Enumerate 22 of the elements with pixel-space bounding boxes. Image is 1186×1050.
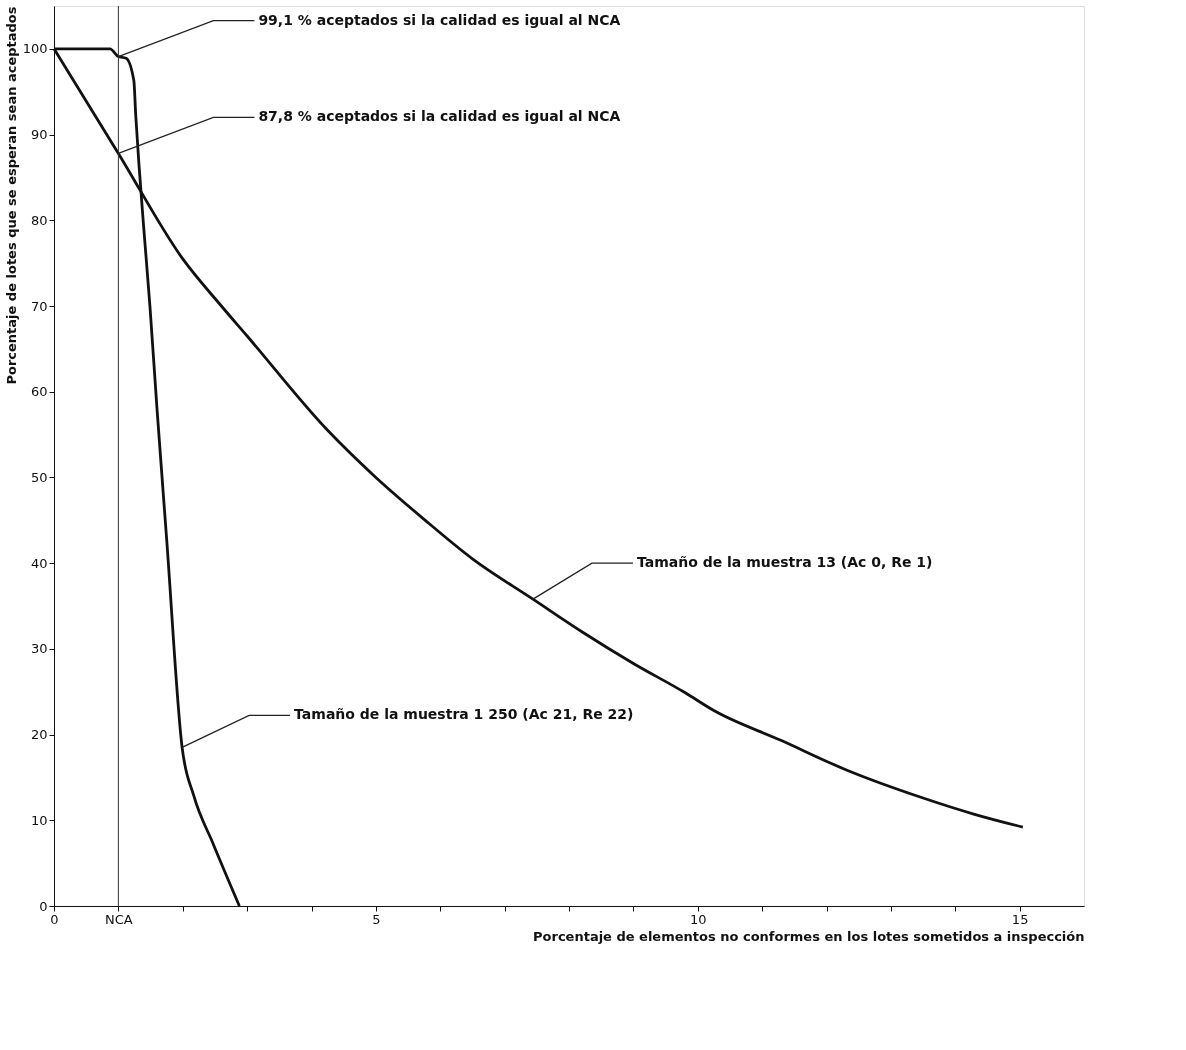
annotation: Tamaño de la muestra 1 250 (Ac 21, Re 22): [294, 706, 634, 723]
y-tick-label: 20: [30, 727, 48, 743]
x-tick-label: 0: [50, 911, 59, 927]
x-tick-label: NCA: [105, 911, 133, 927]
y-tick-label: 30: [30, 641, 48, 657]
y-tick-label: 10: [30, 812, 48, 828]
y-tick-label: 100: [22, 41, 48, 57]
y-tick-label: 70: [30, 298, 48, 314]
y-axis-title: Porcentaje de lotes que se esperan sean aceptados: [3, 6, 19, 385]
y-tick-label: 0: [39, 898, 48, 914]
annotation: 87,8 % aceptados si la calidad es igual al NCA: [258, 108, 621, 125]
x-tick-label: 15: [1011, 911, 1029, 927]
y-tick-label: 80: [30, 212, 48, 228]
x-tick-label: 10: [689, 911, 707, 927]
x-tick-label: 5: [372, 911, 381, 927]
y-tick-label: 50: [30, 469, 48, 485]
annotation: Tamaño de la muestra 13 (Ac 0, Re 1): [636, 554, 933, 571]
annotation: 99,1 % aceptados si la calidad es igual al NCA: [258, 11, 621, 28]
y-tick-label: 90: [30, 127, 48, 143]
x-axis-title: Porcentaje de elementos no conformes en los lotes sometidos a inspección: [533, 928, 1085, 944]
y-tick-label: 60: [30, 384, 48, 400]
y-tick-label: 40: [30, 555, 48, 571]
